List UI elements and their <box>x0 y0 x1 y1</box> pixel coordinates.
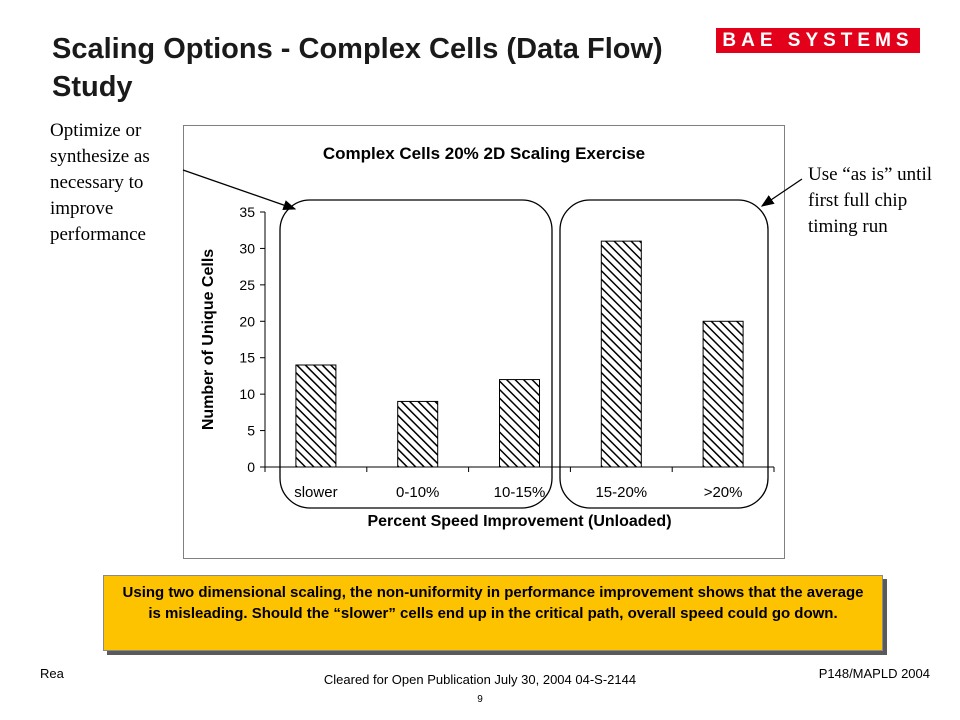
x-axis-title: Percent Speed Improvement (Unloaded) <box>367 513 671 530</box>
note-use-as-is: Use “as is” until first full chip timing… <box>808 164 933 237</box>
note-optimize: Optimize or synthesize as necessary to i… <box>50 120 150 245</box>
y-axis-title: Number of Unique Cells <box>200 249 217 430</box>
x-tick-label: 15-20% <box>595 484 647 501</box>
bar-1 <box>397 400 439 468</box>
y-tick-label: 0 <box>247 459 255 475</box>
bar-2 <box>499 379 540 468</box>
y-tick-label: 10 <box>239 386 255 402</box>
y-tick-label: 25 <box>239 277 255 293</box>
footer-conference: P148/MAPLD 2004 <box>818 666 930 681</box>
x-tick-label: 0-10% <box>396 484 439 501</box>
chart-container: Complex Cells 20% 2D Scaling Exercise 0 5… <box>183 125 785 559</box>
y-tick-label: 5 <box>247 423 255 439</box>
callout-text: Using two dimensional scaling, the non-u… <box>122 584 864 622</box>
x-tick-label: 10-15% <box>494 484 546 501</box>
bar-0 <box>295 364 337 468</box>
y-tick-label: 35 <box>239 204 255 220</box>
chart-title: Complex Cells 20% 2D Scaling Exercise <box>322 144 646 163</box>
y-tick-label: 20 <box>239 313 255 329</box>
x-tick-label: >20% <box>704 484 743 501</box>
bar-4 <box>702 320 744 468</box>
bar-3 <box>600 240 642 468</box>
callout-box: Using two dimensional scaling, the non-u… <box>103 575 883 651</box>
x-tick-label: slower <box>294 484 337 501</box>
slide-title: Scaling Options - Complex Cells (Data Fl… <box>52 33 663 103</box>
bar-chart: 0 5 10 15 20 25 30 35 slower 0-10% 10-15% 15-20% >20… <box>200 204 775 530</box>
bae-systems-logo: BAE SYSTEMS <box>716 28 920 53</box>
y-tick-label: 30 <box>239 240 255 256</box>
footer-clearance: Cleared for Open Publication July 30, 20… <box>323 672 637 687</box>
page-number: 9 <box>477 694 483 705</box>
y-tick-label: 15 <box>239 350 255 366</box>
footer-author: Rea <box>40 666 64 681</box>
